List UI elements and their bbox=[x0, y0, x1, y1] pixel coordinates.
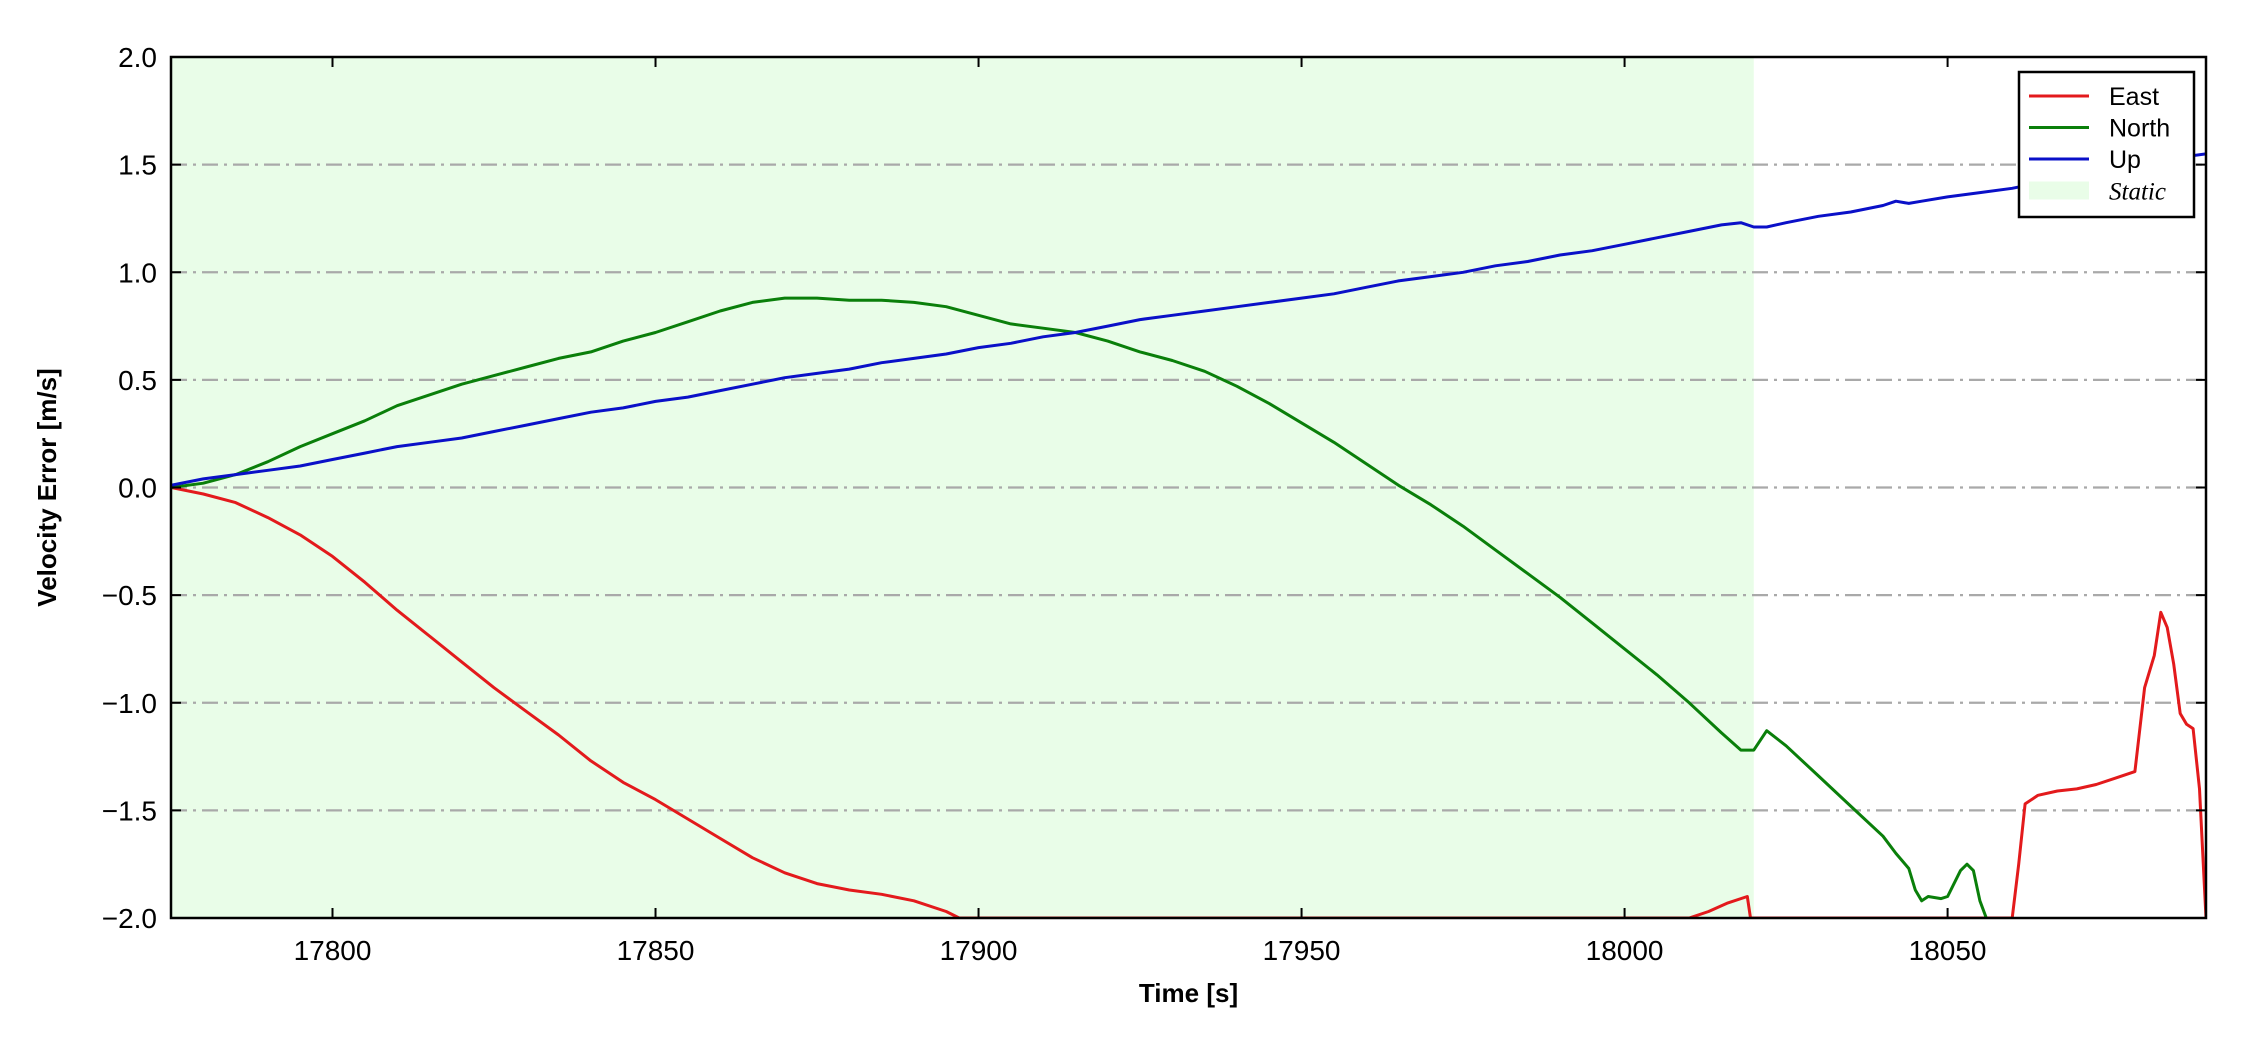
x-tick-label: 18000 bbox=[1586, 935, 1664, 966]
series-layer bbox=[171, 152, 2206, 918]
series-line-east bbox=[171, 486, 2206, 918]
x-tick-label: 17900 bbox=[940, 935, 1018, 966]
series-line-up bbox=[171, 152, 2206, 487]
y-tick-label: −2.0 bbox=[102, 903, 157, 934]
y-tick-label: 0.0 bbox=[118, 473, 157, 504]
x-tick-label: 18050 bbox=[1909, 935, 1987, 966]
y-tick-label: 0.5 bbox=[118, 365, 157, 396]
legend-swatch-static bbox=[2029, 181, 2089, 200]
y-tick-label: 1.0 bbox=[118, 257, 157, 288]
legend-label-east: East bbox=[2109, 83, 2159, 111]
legend-label-static: Static bbox=[2109, 179, 2166, 206]
x-tick-label: 17850 bbox=[617, 935, 695, 966]
legend-label-north: North bbox=[2109, 115, 2170, 143]
y-tick-label: −1.5 bbox=[102, 795, 157, 826]
series-line-north bbox=[171, 296, 1988, 918]
legend-label-up: Up bbox=[2109, 146, 2141, 174]
x-tick-label: 17950 bbox=[1263, 935, 1341, 966]
x-axis-label: Time [s] bbox=[1139, 978, 1238, 1008]
legend: East North Up Static bbox=[2017, 70, 2196, 219]
y-tick-label: 1.5 bbox=[118, 150, 157, 181]
x-tick-label: 17800 bbox=[294, 935, 372, 966]
y-tick-label: −0.5 bbox=[102, 580, 157, 611]
tick-layer: 17800 17850 17900 17950 18000 18050 −2.0 −1.5 −1… bbox=[102, 42, 2206, 966]
y-tick-label: 2.0 bbox=[118, 42, 157, 73]
y-axis-label: Velocity Error [m/s] bbox=[32, 368, 62, 606]
y-tick-label: −1.0 bbox=[102, 688, 157, 719]
